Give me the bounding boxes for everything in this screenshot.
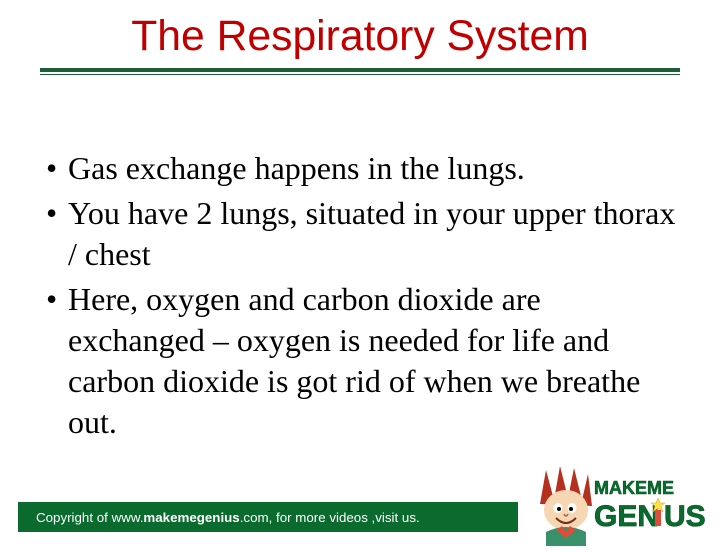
list-item: Here, oxygen and carbon dioxide are exch… <box>40 279 680 443</box>
svg-text:US: US <box>664 500 706 533</box>
copyright-suffix: .com, for more videos ,visit us. <box>240 510 420 525</box>
copyright-prefix: Copyright of www. <box>36 510 143 525</box>
logo-text-icon: MAKEME GEN US <box>594 478 706 533</box>
bullet-list: Gas exchange happens in the lungs. You h… <box>40 148 680 447</box>
list-item: Gas exchange happens in the lungs. <box>40 148 680 189</box>
logo-mascot-icon <box>540 466 592 546</box>
list-item: You have 2 lungs, situated in your upper… <box>40 193 680 275</box>
page-title: The Respiratory System <box>0 12 720 61</box>
copyright-bar: Copyright of www.makemegenius.com, for m… <box>18 502 518 532</box>
svg-text:GEN: GEN <box>594 500 659 533</box>
svg-text:MAKEME: MAKEME <box>594 478 674 498</box>
makemegenius-logo: MAKEME GEN US <box>536 460 706 546</box>
copyright-text: Copyright of www.makemegenius.com, for m… <box>36 510 420 525</box>
title-underline <box>40 68 680 76</box>
copyright-domain: makemegenius <box>143 510 239 525</box>
